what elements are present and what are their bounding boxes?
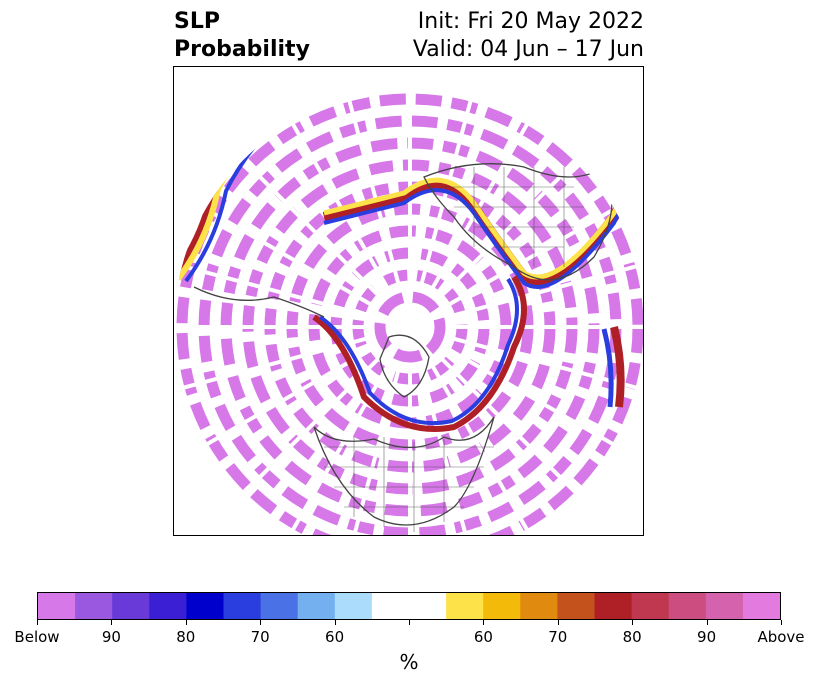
colorbar-swatch	[409, 593, 447, 619]
valid-range: Valid: 04 Jun – 17 Jun	[412, 37, 644, 62]
colorbar-swatch	[371, 593, 410, 619]
band-gap	[418, 91, 495, 289]
band-gap	[428, 91, 572, 294]
band-gap	[174, 242, 372, 319]
coast-greenland	[379, 334, 430, 398]
probability-spokes	[174, 91, 643, 535]
band-gap	[248, 91, 392, 294]
border-grid	[324, 167, 584, 532]
colorbar-swatch	[297, 593, 336, 619]
colorbar-swatch	[446, 593, 484, 619]
band-gap	[174, 165, 377, 309]
colorbar-swatch	[557, 593, 595, 619]
colorbar-tick-label: 90	[101, 628, 121, 646]
contour-right-edge-blue	[601, 328, 614, 408]
colorbar-tick-mark	[632, 620, 634, 625]
colorbar-swatch	[223, 593, 262, 619]
colorbar-swatch	[520, 593, 558, 619]
colorbar-swatch	[742, 593, 780, 619]
colorbar-swatch	[631, 593, 670, 619]
colorbar-tick-label: 80	[176, 628, 196, 646]
band-gap	[325, 365, 402, 535]
colorbar-tick-label: Above	[757, 628, 805, 646]
map-disc	[174, 91, 643, 535]
colorbar-tick-mark	[334, 620, 336, 625]
contour-blue-inner	[318, 277, 519, 426]
colorbar-swatch	[112, 593, 150, 619]
coast-eurasia	[423, 163, 613, 281]
colorbar-tick-mark	[37, 620, 38, 625]
colorbar	[37, 592, 781, 620]
probability-map	[174, 91, 643, 535]
band-gap	[428, 360, 572, 535]
coastlines	[193, 163, 613, 526]
colorbar-swatch	[483, 593, 521, 619]
colorbar-swatch	[260, 593, 299, 619]
title-right: Init: Fri 20 May 2022 Valid: 04 Jun – 17…	[413, 8, 644, 64]
colorbar-tick-mark	[483, 620, 485, 625]
colorbar-swatches	[38, 593, 780, 619]
colorbar-tick-mark	[260, 620, 262, 625]
colorbar-tick-label: 70	[548, 628, 568, 646]
band-gap	[418, 365, 495, 535]
colorbar-tick-label: Below	[14, 628, 60, 646]
colorbar-swatch	[668, 593, 707, 619]
title-product: Probability	[174, 37, 310, 62]
colorbar-tick-mark	[409, 620, 410, 625]
colorbar-swatch	[149, 593, 187, 619]
band-gap	[443, 165, 643, 309]
band-gap	[174, 345, 377, 489]
colorbar-tick-mark	[185, 620, 187, 625]
colorbar-swatch	[75, 593, 113, 619]
band-gap	[448, 242, 643, 319]
colorbar-tick-mark	[557, 620, 559, 625]
title-variable: SLP	[174, 9, 220, 34]
contour-yellow-outer	[323, 177, 632, 280]
band-gap	[448, 335, 643, 412]
colorbar-swatch	[594, 593, 633, 619]
colorbar-swatch	[38, 593, 76, 619]
coast-north-america	[313, 416, 495, 526]
colorbar-tick-label: 70	[250, 628, 270, 646]
colorbar-tick-mark	[781, 620, 782, 625]
title-left: SLP Probability	[174, 8, 310, 64]
colorbar-tick-label: 90	[697, 628, 717, 646]
contour-right-edge	[610, 326, 625, 408]
contour-red-inner	[312, 275, 527, 432]
band-gap	[325, 91, 402, 289]
contour-blue-outer	[323, 188, 631, 289]
probability-band	[374, 291, 446, 363]
coast-pacific-edge	[193, 286, 325, 318]
colorbar-swatch	[186, 593, 224, 619]
init-date: Init: Fri 20 May 2022	[417, 9, 644, 34]
colorbar-units: %	[399, 650, 419, 674]
colorbar-tick-mark	[706, 620, 708, 625]
colorbar-swatch	[334, 593, 373, 619]
colorbar-tick-mark	[111, 620, 113, 625]
colorbar-tick-label: 80	[622, 628, 642, 646]
map-panel	[173, 66, 644, 536]
colorbar-swatch	[705, 593, 744, 619]
band-gap	[174, 335, 372, 412]
colorbar-tick-label: 60	[473, 628, 493, 646]
colorbar-tick-label: 60	[325, 628, 345, 646]
band-gap	[443, 345, 643, 489]
